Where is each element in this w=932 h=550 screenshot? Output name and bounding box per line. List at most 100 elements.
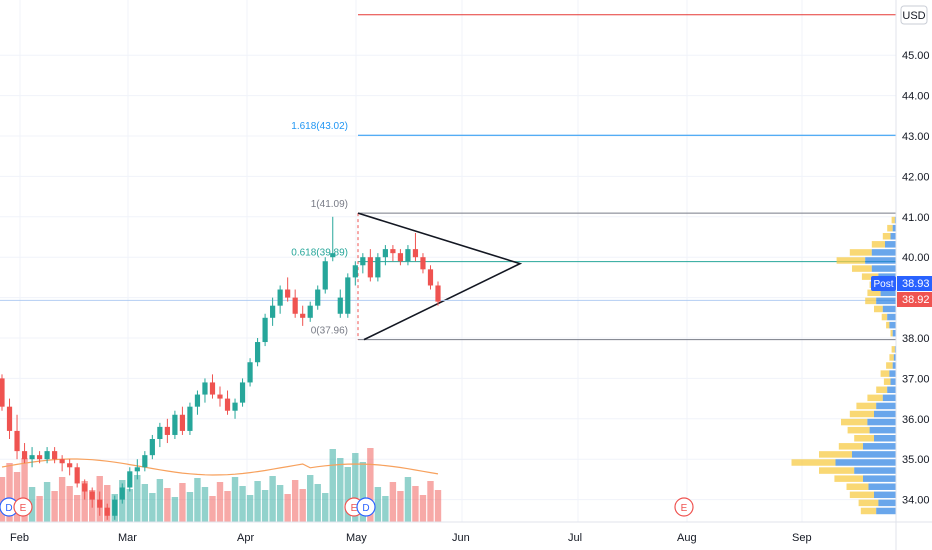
candle-body [224,398,231,411]
volume-bar [261,490,269,522]
volume-profile-down-segment [890,378,896,385]
candle-body [405,249,411,262]
volume-bar [412,486,419,522]
post-price-value: 38.93 [902,278,930,290]
time-tick-label: Feb [10,532,29,544]
candle-body [172,414,178,435]
volume-bar [149,493,156,522]
candle-body [142,455,148,468]
post-tag [871,276,896,291]
volume-bar [194,478,201,522]
volume-profile-down-segment [863,475,896,482]
event-marker-letter: D [5,503,12,514]
candle-body [285,289,291,298]
volume-bar [126,489,133,522]
candle-body [300,313,306,318]
candle-body [29,455,35,460]
price-tick-label: 36.00 [902,414,930,426]
volume-bar [201,487,209,522]
volume-bar [58,477,66,522]
time-tick-label: Jun [452,532,470,544]
volume-profile-down-segment [854,467,896,474]
volume-bar [104,485,111,522]
candle-body [52,451,58,460]
candle-body [352,265,358,278]
volume-profile-up-segment [876,386,888,394]
candle-body [254,342,261,363]
event-marker-circle [13,497,33,517]
volume-bar [307,475,314,522]
event-marker-letter: E [20,503,27,514]
volume-profile-down-segment [868,483,896,490]
candle-body [164,426,170,435]
candle-body [239,382,246,403]
candle-body [322,261,328,290]
volume-profile-down-segment [889,321,896,329]
volume-bar [389,482,397,522]
candle-body [345,277,351,314]
volume-profile-down-segment [874,435,896,442]
close-price-badge [897,292,932,307]
volume-profile-down-segment [892,329,896,337]
candle-body [247,362,253,383]
volume-profile-down-segment [867,418,896,426]
volume-bar [13,472,21,522]
post-tag-label: Post [873,279,893,290]
candle-body [44,451,50,460]
candle-body [330,253,336,258]
price-tick-label: 44.00 [902,91,930,103]
candle-body [6,406,13,431]
price-tick-label: 38.00 [902,333,930,345]
volume-bar [246,495,254,522]
volume-profile-up-segment [883,378,891,385]
volume-bar [427,481,434,522]
volume-bar [179,483,186,522]
volume-bar [397,491,404,522]
volume-profile-up-segment [852,265,872,272]
volume-profile-up-segment [819,467,855,474]
candle-body [337,297,343,314]
candle-body [292,297,298,314]
candle-body [89,491,95,500]
time-tick-label: May [346,532,367,544]
volume-profile-up-segment [891,346,895,353]
candle-body [36,455,43,460]
event-marker-letter: E [351,503,358,514]
volume-bar [6,463,13,522]
candle-body [270,305,276,318]
volume-profile-up-segment [849,249,872,256]
volume-bar [276,485,284,522]
fib-level-label: 1(41.09) [311,199,348,210]
volume-profile-up-segment [865,297,877,305]
volume-bar [73,495,81,522]
volume-profile-up-segment [819,451,852,458]
time-tick-label: Aug [677,532,697,544]
volume-bar [51,491,58,522]
price-tick-label: 41.00 [902,212,930,224]
candle-body [315,289,321,306]
volume-bar [337,458,344,522]
candle-body [74,467,80,484]
volume-profile-down-segment [876,402,896,410]
volume-profile-down-segment [869,426,896,434]
volume-bar [434,490,442,522]
volume-profile-down-segment [852,451,896,458]
candle-body [277,289,283,306]
volume-bar [43,482,51,522]
volume-profile-up-segment [887,224,893,232]
candle-body [21,451,28,460]
event-marker-circle [674,497,694,517]
volume-profile-up-segment [836,257,866,264]
candle-body [97,499,103,508]
volume-profile-up-segment [886,362,893,369]
price-tick-label: 42.00 [902,171,930,183]
candle-body [127,471,133,488]
volume-profile-down-segment [874,491,896,499]
volume-profile-up-segment [890,329,893,337]
volume-bar [382,496,389,522]
candle-body [232,402,238,411]
volume-bar [186,492,194,522]
fib-level-label: 1.618(43.02) [291,121,348,132]
